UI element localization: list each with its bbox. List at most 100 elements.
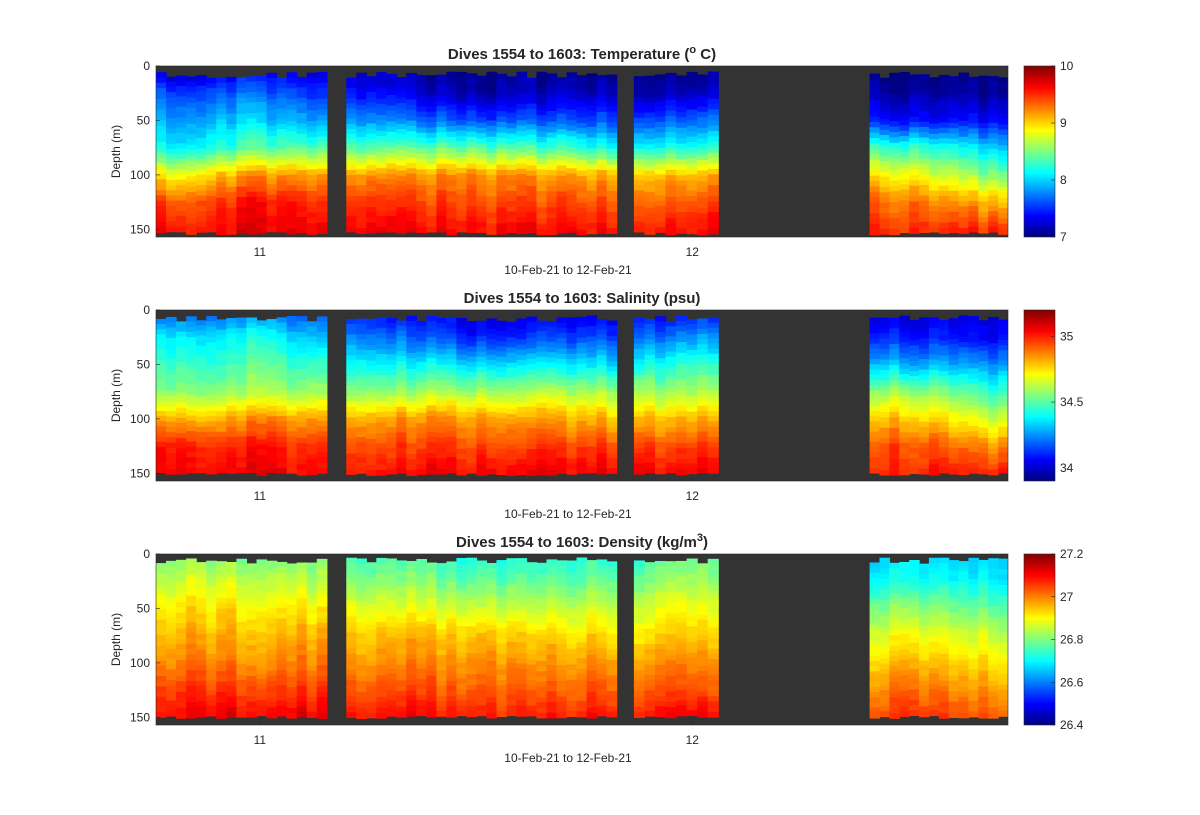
heatmap-cell [436, 116, 448, 123]
heatmap-cell [436, 174, 448, 181]
heatmap-cell [246, 389, 258, 396]
heatmap-cell [496, 159, 508, 166]
heatmap-cell [707, 152, 719, 159]
heatmap-cell [526, 353, 538, 360]
heatmap-cell [486, 201, 498, 208]
heatmap-cell [889, 110, 900, 117]
heatmap-cell [386, 84, 397, 91]
heatmap-cell [486, 82, 498, 89]
heatmap-cell [654, 74, 667, 81]
heatmap-cell [236, 695, 248, 702]
heatmap-cell [226, 395, 237, 402]
heatmap-cell [196, 401, 207, 408]
heatmap-cell [416, 642, 427, 649]
heatmap-cell [176, 649, 187, 656]
heatmap-cell [156, 416, 167, 422]
heatmap-cell [406, 347, 417, 354]
heatmap-cell [566, 359, 578, 365]
heatmap-cell [556, 144, 568, 151]
heatmap-cell [376, 396, 387, 402]
heatmap-cell [928, 206, 940, 212]
heatmap-cell [396, 406, 407, 413]
heatmap-cell [416, 366, 427, 373]
heatmap-cell [176, 382, 187, 389]
heatmap-cell [396, 186, 407, 193]
heatmap-cell [166, 653, 177, 660]
heatmap-cell [406, 633, 417, 640]
heatmap-cell [456, 364, 468, 371]
heatmap-cell [286, 394, 298, 401]
heatmap-cell [879, 401, 890, 408]
heatmap-cell [556, 227, 568, 234]
heatmap-cell [256, 170, 268, 177]
heatmap-cell [156, 436, 167, 443]
heatmap-cell [216, 344, 227, 351]
heatmap-cell [968, 384, 979, 390]
heatmap-cell [356, 563, 367, 570]
heatmap-cell [879, 150, 890, 157]
heatmap-cell [286, 196, 298, 203]
heatmap-cell [466, 442, 478, 449]
heatmap-cell [988, 416, 999, 423]
heatmap-cell [296, 613, 308, 620]
heatmap-cell [406, 674, 417, 681]
heatmap-cell [286, 420, 298, 427]
heatmap-cell [506, 112, 518, 119]
heatmap-cell [426, 655, 437, 661]
heatmap-cell [707, 168, 719, 175]
heatmap-cell [536, 325, 548, 332]
heatmap-cell [516, 114, 528, 121]
heatmap-cell [406, 147, 417, 154]
heatmap-cell [486, 87, 498, 94]
heatmap-cell [436, 583, 448, 590]
heatmap-cell [486, 645, 498, 652]
heatmap-cell [206, 602, 217, 608]
heatmap-cell [938, 117, 950, 123]
heatmap-cell [356, 142, 367, 149]
heatmap-cell [456, 453, 468, 460]
heatmap-cell [406, 395, 417, 402]
heatmap-cell [456, 71, 468, 78]
heatmap-cell [606, 132, 618, 139]
heatmap-cell [316, 120, 328, 127]
heatmap-cell [296, 675, 308, 682]
heatmap-cell [256, 154, 268, 161]
heatmap-cell [556, 92, 568, 99]
heatmap-cell [998, 145, 1008, 152]
heatmap-cell [596, 355, 608, 361]
heatmap-cell [633, 338, 646, 345]
heatmap-cell [186, 363, 197, 370]
heatmap-cell [426, 321, 437, 327]
heatmap-cell [899, 120, 910, 127]
colorbar-tick-label: 8 [1060, 173, 1067, 187]
heatmap-cell [998, 202, 1008, 209]
heatmap-cell [296, 583, 308, 589]
heatmap-cell [456, 710, 468, 717]
heatmap-cell [958, 93, 970, 100]
heatmap-cell [536, 469, 548, 476]
heatmap-cell [869, 73, 881, 80]
heatmap-cell [176, 336, 187, 343]
heatmap-cell [928, 190, 940, 197]
heatmap-cell [586, 446, 598, 453]
heatmap-cell [266, 359, 278, 366]
heatmap-cell [466, 381, 478, 388]
heatmap-cell [166, 107, 177, 114]
heatmap-cell [156, 706, 167, 713]
heatmap-cell [196, 685, 207, 692]
heatmap-cell [166, 638, 177, 645]
heatmap-cell [296, 665, 308, 672]
heatmap-cell [506, 175, 518, 181]
heatmap-cell [356, 78, 367, 85]
heatmap-cell [176, 341, 187, 348]
heatmap-cell [316, 590, 328, 597]
heatmap-cell [928, 226, 940, 233]
heatmap-cell [286, 410, 298, 417]
heatmap-cell [476, 216, 488, 223]
heatmap-cell [396, 675, 407, 682]
heatmap-cell [316, 131, 328, 138]
data-segment-3 [633, 71, 719, 236]
heatmap-cell [156, 670, 167, 677]
heatmap-cell [596, 422, 608, 429]
heatmap-cell [516, 391, 528, 398]
